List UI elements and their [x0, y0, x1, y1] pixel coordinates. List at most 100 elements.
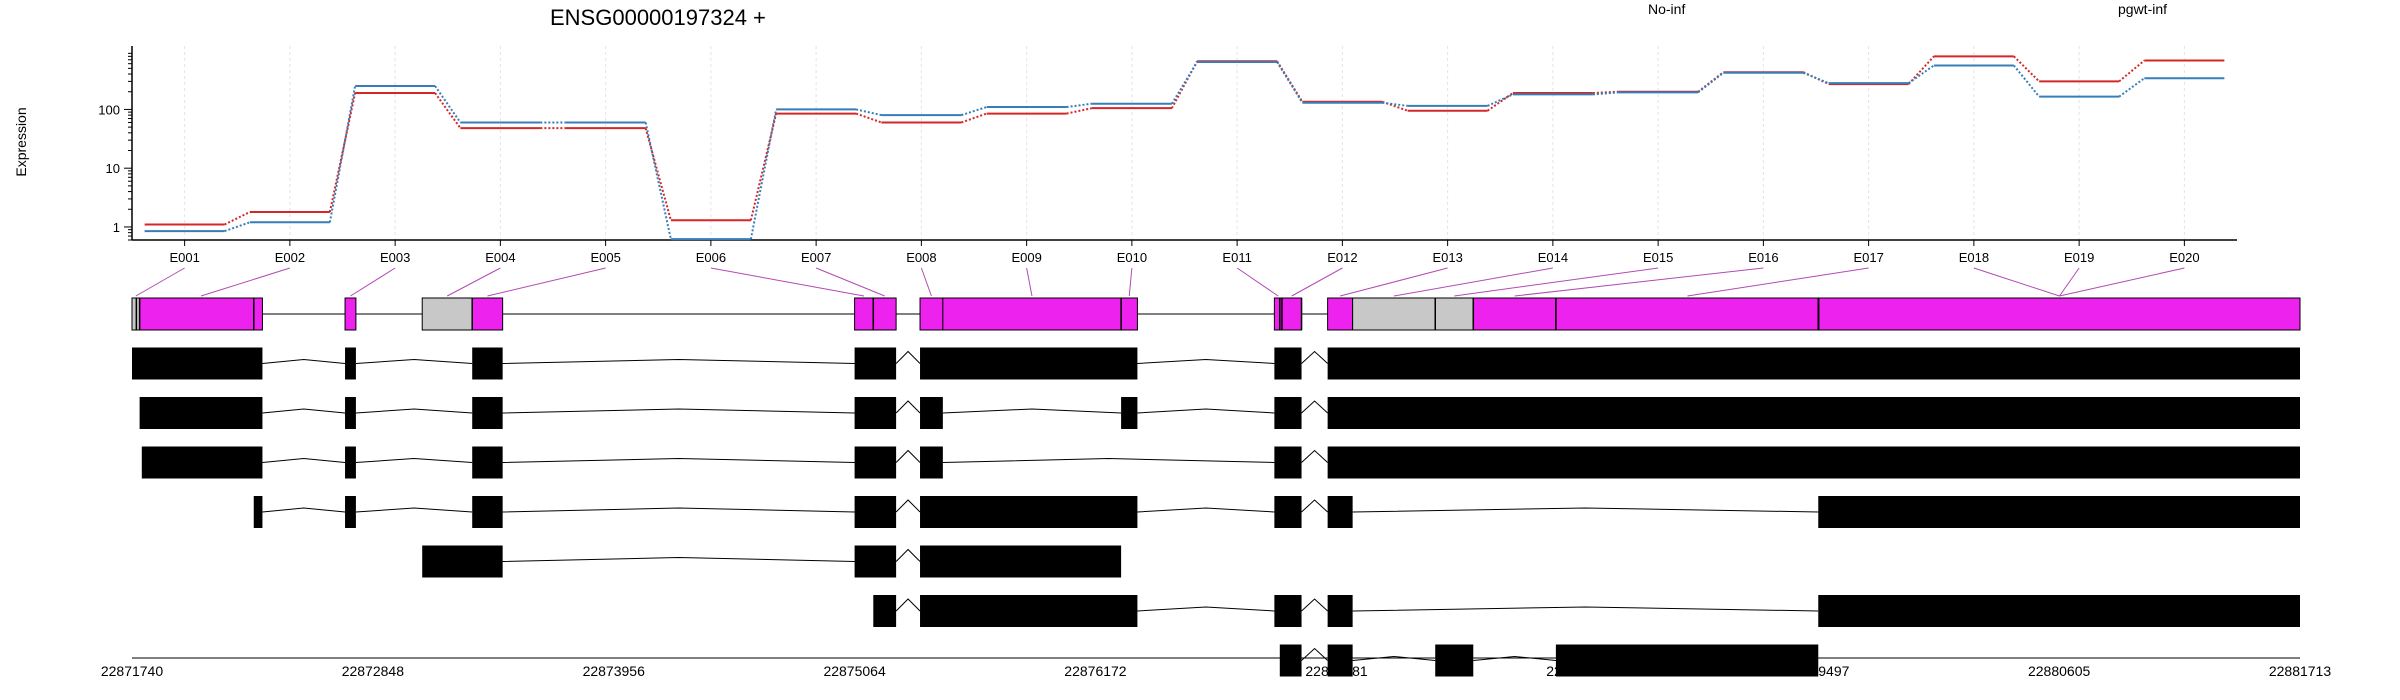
series-pgwt-inf-connector: [749, 109, 778, 240]
x-tick-label: E004: [485, 250, 515, 265]
transcript-2-intron: [1301, 400, 1328, 414]
series-no-inf-connector: [855, 112, 882, 124]
transcript-7-intron: [1301, 647, 1328, 661]
transcript-1-intron: [262, 358, 346, 364]
series-no-inf-connector: [2118, 59, 2146, 83]
transcript-1-intron: [1137, 358, 1275, 364]
transcript-3-intron: [1301, 449, 1328, 463]
transcript-5-exon: [422, 545, 503, 578]
x-tick-label: E005: [590, 250, 620, 265]
transcript-6-exon: [873, 595, 897, 627]
exon-bin-e015: [1434, 297, 1474, 331]
series-pgwt-inf-connector: [1592, 91, 1619, 96]
transcript-2-exon: [854, 397, 897, 429]
exon-link-e015: [1454, 267, 1659, 297]
transcript-3-intron: [502, 457, 855, 463]
legend-entry-no-inf: No-inf: [1648, 1, 1685, 17]
transcript-2-exon: [1327, 397, 2300, 429]
transcript-4-exon: [920, 496, 1138, 528]
exon-bin-e007: [872, 297, 897, 331]
transcript-2-intron: [895, 400, 921, 414]
exon-link-e006: [710, 267, 865, 297]
transcript-1-exon: [920, 347, 1138, 380]
transcript-7-intron: [1473, 655, 1556, 661]
plot-layer: 1 10 100 E001 E002 E003 E004 E005 E006 E007 E008 E0…: [98, 46, 2237, 265]
transcript-2-intron: [355, 408, 473, 414]
series-pgwt-inf-connector: [1487, 93, 1514, 107]
transcript-4-exon: [1818, 496, 2300, 528]
x-tick-label: E009: [1011, 250, 1041, 265]
transcript-4-intron: [1137, 507, 1275, 513]
transcript-4-exon: [345, 496, 356, 528]
exon-link-e004: [446, 267, 501, 297]
transcript-1-exon: [1274, 347, 1302, 380]
coordinate-label: 22879497: [1787, 663, 1850, 679]
transcript-6-intron: [895, 598, 921, 612]
transcript-3-intron: [262, 457, 346, 463]
transcript-4-intron: [355, 507, 473, 513]
exon-link-e020: [2059, 267, 2185, 297]
transcript-1-intron: [355, 358, 473, 364]
exon-bin-e011: [1273, 297, 1283, 331]
series-pgwt-inf-connector: [961, 106, 987, 117]
series-pgwt-inf-connector: [644, 122, 672, 240]
exon-bin-e017: [1555, 297, 1820, 331]
series-no-inf-connector: [224, 211, 251, 226]
x-tick-label: E019: [2064, 250, 2094, 265]
transcript-4-intron: [1301, 499, 1328, 513]
exon-link-e001: [135, 267, 185, 297]
transcript-4-exon: [854, 496, 897, 528]
exon-bin-e012: [1281, 297, 1303, 331]
exon-bin-e004: [421, 297, 473, 331]
transcript-3-intron: [355, 457, 473, 463]
exon-link-e007: [815, 267, 885, 297]
x-tick-label: E006: [696, 250, 726, 265]
transcript-1-exon: [132, 347, 263, 380]
coordinate-label: 22872848: [342, 663, 405, 679]
exon-bin-e016: [1472, 297, 1557, 331]
exon-bin-e014: [1352, 297, 1436, 331]
transcript-3-intron: [942, 457, 1275, 463]
transcript-1-intron: [502, 358, 855, 364]
coordinate-label: 22875064: [823, 663, 886, 679]
transcript-2-exon: [1121, 397, 1138, 429]
series-pgwt-inf-connector: [434, 85, 462, 124]
transcript-2-exon: [139, 397, 263, 429]
transcript-3-exon: [1274, 446, 1302, 479]
x-tick-label: E010: [1117, 250, 1147, 265]
exon-bin-e013: [1327, 297, 1354, 331]
coordinate-label: 22881713: [2269, 663, 2332, 679]
exon-link-e013: [1340, 267, 1448, 297]
series-no-inf-connector: [1487, 92, 1514, 112]
transcript-3-exon: [920, 446, 943, 479]
series-no-inf-connector: [1066, 107, 1093, 115]
exon-bin-e005: [471, 297, 504, 331]
series-pgwt-inf-connector: [1171, 61, 1198, 105]
series-no-inf-connector: [434, 92, 462, 129]
series-pgwt-inf-connector: [855, 108, 882, 117]
transcript-2-exon: [1274, 397, 1302, 429]
series-pgwt-inf-connector: [1802, 71, 1830, 85]
series-no-inf-connector: [328, 92, 357, 213]
transcript-3-exon: [345, 446, 356, 479]
exon-bin-e003: [344, 297, 357, 331]
x-tick-label: E003: [380, 250, 410, 265]
coordinate-label: 22880605: [2028, 663, 2091, 679]
transcript-3-exon: [141, 446, 263, 479]
series-no-inf-connector: [2013, 55, 2040, 83]
series-no-inf-connector: [961, 112, 987, 124]
transcript-1-exon: [1327, 347, 2300, 380]
x-tick-label: E008: [906, 250, 936, 265]
coordinate-label: 22876172: [1064, 663, 1127, 679]
transcript-6-intron: [1352, 606, 1819, 612]
transcript-1-intron: [895, 350, 921, 364]
transcript-5-intron: [895, 548, 921, 562]
y-tick-label: 1: [113, 220, 120, 235]
transcript-7-intron: [1352, 655, 1436, 661]
chart-title: ENSG00000197324 +: [550, 5, 766, 30]
transcript-4-exon: [253, 496, 263, 528]
transcript-6-intron: [1137, 606, 1275, 612]
transcript-4-exon: [472, 496, 503, 528]
transcript-1-exon: [345, 347, 356, 380]
